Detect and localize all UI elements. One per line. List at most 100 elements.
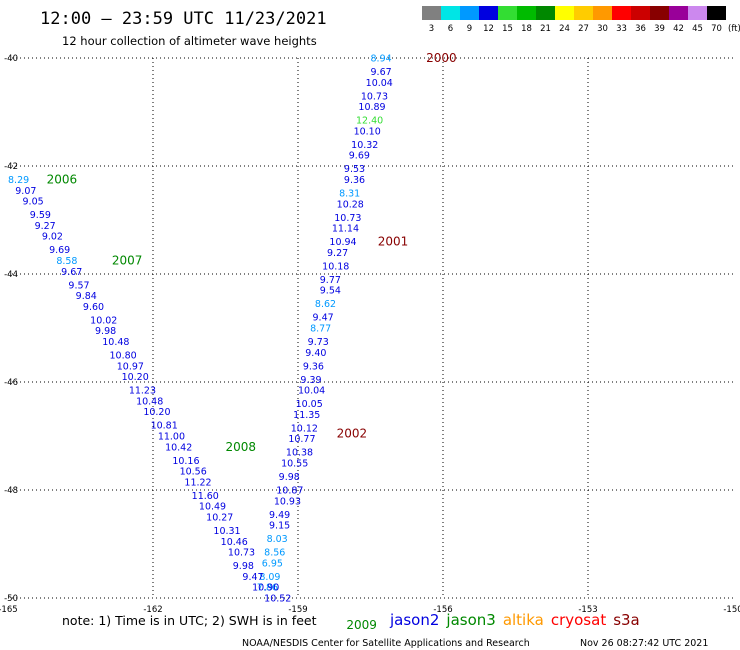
satellite-legend-item: jason3 bbox=[445, 611, 495, 629]
wave-height-label: 9.49 bbox=[269, 510, 290, 521]
wave-height-label: 9.84 bbox=[76, 291, 97, 302]
wave-height-label: 10.38 bbox=[286, 448, 313, 459]
color-key-swatch bbox=[517, 6, 536, 20]
color-key-label: 24 bbox=[559, 24, 570, 34]
color-key-label: 33 bbox=[616, 24, 627, 34]
wave-height-label: 10.90 bbox=[252, 583, 279, 594]
wave-height-label: 9.15 bbox=[269, 521, 290, 532]
wave-height-label: 8.56 bbox=[264, 548, 285, 559]
wave-height-label: 10.73 bbox=[228, 548, 255, 559]
color-key-label: 39 bbox=[654, 24, 665, 34]
data-points: 8.949.6710.0410.7310.8912.4010.1010.329.… bbox=[8, 54, 393, 605]
wave-height-label: 8.29 bbox=[8, 175, 29, 186]
wave-height-label: 6.95 bbox=[262, 558, 283, 569]
color-key-swatch bbox=[688, 6, 707, 20]
wave-height-label: 7.86 bbox=[257, 583, 278, 594]
wave-height-label: 10.81 bbox=[151, 421, 178, 432]
plot-grid bbox=[8, 57, 733, 599]
wave-height-label: 9.60 bbox=[83, 302, 104, 313]
wave-height-label: 10.16 bbox=[172, 456, 199, 467]
color-key-swatch bbox=[536, 6, 555, 20]
wave-height-label: 9.05 bbox=[23, 197, 44, 208]
wave-height-label: 10.87 bbox=[276, 486, 303, 497]
wave-height-label: 10.10 bbox=[354, 126, 381, 137]
time-labels: 2000 2001 2002 2006 2007 2008 2009 bbox=[47, 51, 457, 632]
wave-height-label: 11.60 bbox=[192, 491, 219, 502]
wave-height-label: 10.42 bbox=[165, 442, 192, 453]
wave-height-label: 9.77 bbox=[320, 275, 341, 286]
wave-height-label: 10.93 bbox=[274, 496, 301, 507]
wave-height-label: 9.98 bbox=[233, 561, 254, 572]
wave-height-label: 9.40 bbox=[305, 348, 326, 359]
wave-height-label: 10.05 bbox=[296, 399, 323, 410]
x-axis-ticks: -165 -162 -159 -156 -153 -150 bbox=[0, 605, 740, 615]
wave-height-label: 10.80 bbox=[110, 351, 137, 362]
timestamp-text: Nov 26 08:27:42 UTC 2021 bbox=[580, 638, 708, 649]
wave-height-label: 9.27 bbox=[35, 221, 56, 232]
color-key-swatch bbox=[498, 6, 517, 20]
wave-height-label: 9.67 bbox=[371, 67, 392, 78]
color-key-label: 9 bbox=[467, 24, 472, 34]
wave-height-label: 8.94 bbox=[371, 54, 392, 65]
x-tick-label: -153 bbox=[578, 605, 597, 615]
wave-height-label: 10.73 bbox=[334, 213, 361, 224]
wave-height-label: 11.14 bbox=[332, 224, 359, 235]
wave-height-label: 11.22 bbox=[184, 477, 211, 488]
credit-text: NOAA/NESDIS Center for Satellite Applica… bbox=[242, 638, 530, 649]
wave-height-label: 11.35 bbox=[293, 410, 320, 421]
wave-height-label: 9.73 bbox=[308, 337, 329, 348]
wave-height-label: 10.20 bbox=[122, 372, 149, 383]
color-key-label: 21 bbox=[540, 24, 551, 34]
wave-height-label: 9.47 bbox=[242, 572, 263, 583]
wave-height-label: 10.94 bbox=[329, 237, 356, 248]
x-tick-label: -165 bbox=[0, 605, 18, 615]
color-key-label: 42 bbox=[673, 24, 684, 34]
wave-height-label: 10.89 bbox=[358, 102, 385, 113]
wave-height-label: 10.73 bbox=[361, 91, 388, 102]
color-key-label: 27 bbox=[578, 24, 589, 34]
chart-subtitle: 12 hour collection of altimeter wave hei… bbox=[62, 34, 317, 48]
footer-note: note: 1) Time is in UTC; 2) SWH is in fe… bbox=[62, 613, 317, 628]
wave-height-label: 9.53 bbox=[344, 164, 365, 175]
wave-height-label: 10.18 bbox=[322, 261, 349, 272]
time-label: 2009 bbox=[346, 618, 377, 632]
wave-height-label: 9.27 bbox=[327, 248, 348, 259]
wave-height-label: 9.59 bbox=[30, 210, 51, 221]
y-tick-label: -40 bbox=[4, 54, 18, 64]
wave-height-label: 9.98 bbox=[95, 326, 116, 337]
color-key-label: 12 bbox=[483, 24, 494, 34]
color-key-label: 70 bbox=[711, 24, 722, 34]
y-tick-label: -46 bbox=[4, 378, 18, 388]
time-label: 2001 bbox=[378, 235, 409, 249]
wave-height-label: 10.28 bbox=[337, 199, 364, 210]
satellite-legend-item: s3a bbox=[613, 611, 640, 629]
color-key-swatch bbox=[612, 6, 631, 20]
color-key-swatch bbox=[479, 6, 498, 20]
color-key-swatch bbox=[574, 6, 593, 20]
color-key-swatch bbox=[460, 6, 479, 20]
wave-height-label: 10.02 bbox=[90, 315, 117, 326]
y-axis-ticks: -40 -42 -44 -46 -48 -50 bbox=[4, 54, 18, 604]
wave-height-label: 9.36 bbox=[303, 361, 324, 372]
wave-height-label: 10.55 bbox=[281, 459, 308, 470]
color-key-label: 36 bbox=[635, 24, 646, 34]
time-label: 2006 bbox=[47, 173, 78, 187]
wave-height-label: 9.57 bbox=[68, 280, 89, 291]
wave-height-label: 9.07 bbox=[15, 186, 36, 197]
y-tick-label: -48 bbox=[4, 486, 18, 496]
wave-height-label: 10.32 bbox=[351, 140, 378, 151]
wave-height-label: 10.27 bbox=[206, 513, 233, 524]
wave-height-label: 9.39 bbox=[300, 375, 321, 386]
wave-height-label: 10.31 bbox=[213, 526, 240, 537]
satellite-legend-item: cryosat bbox=[551, 611, 606, 629]
satellite-legend-item: altika bbox=[503, 611, 544, 629]
color-key-label: 6 bbox=[448, 24, 453, 34]
wave-height-label: 8.31 bbox=[339, 189, 360, 200]
wave-height-label: 9.02 bbox=[42, 232, 63, 243]
wave-height-label: 8.09 bbox=[259, 572, 280, 583]
wave-height-label: 9.67 bbox=[61, 267, 82, 278]
wave-height-label: 10.56 bbox=[180, 467, 207, 478]
wave-height-label: 9.47 bbox=[313, 313, 334, 324]
x-tick-label: -156 bbox=[433, 605, 452, 615]
